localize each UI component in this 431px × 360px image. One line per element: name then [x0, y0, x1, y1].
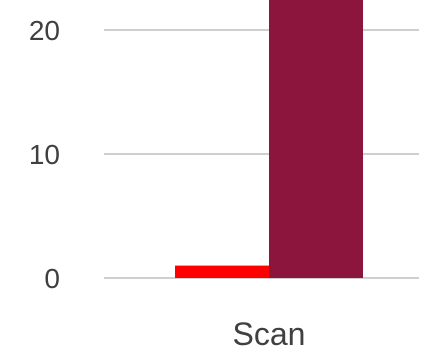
y-tick-label: 20	[29, 15, 60, 46]
y-tick-label: 0	[44, 263, 60, 294]
x-category-labels: Scan	[233, 316, 306, 352]
bar-series-1-scan	[175, 265, 269, 278]
x-category-label: Scan	[233, 316, 306, 352]
bar-series-2-scan	[269, 0, 363, 278]
y-tick-labels: 0 10 20	[29, 15, 60, 294]
bars	[175, 0, 363, 278]
y-tick-label: 10	[29, 139, 60, 170]
y-gridlines	[104, 29, 419, 279]
